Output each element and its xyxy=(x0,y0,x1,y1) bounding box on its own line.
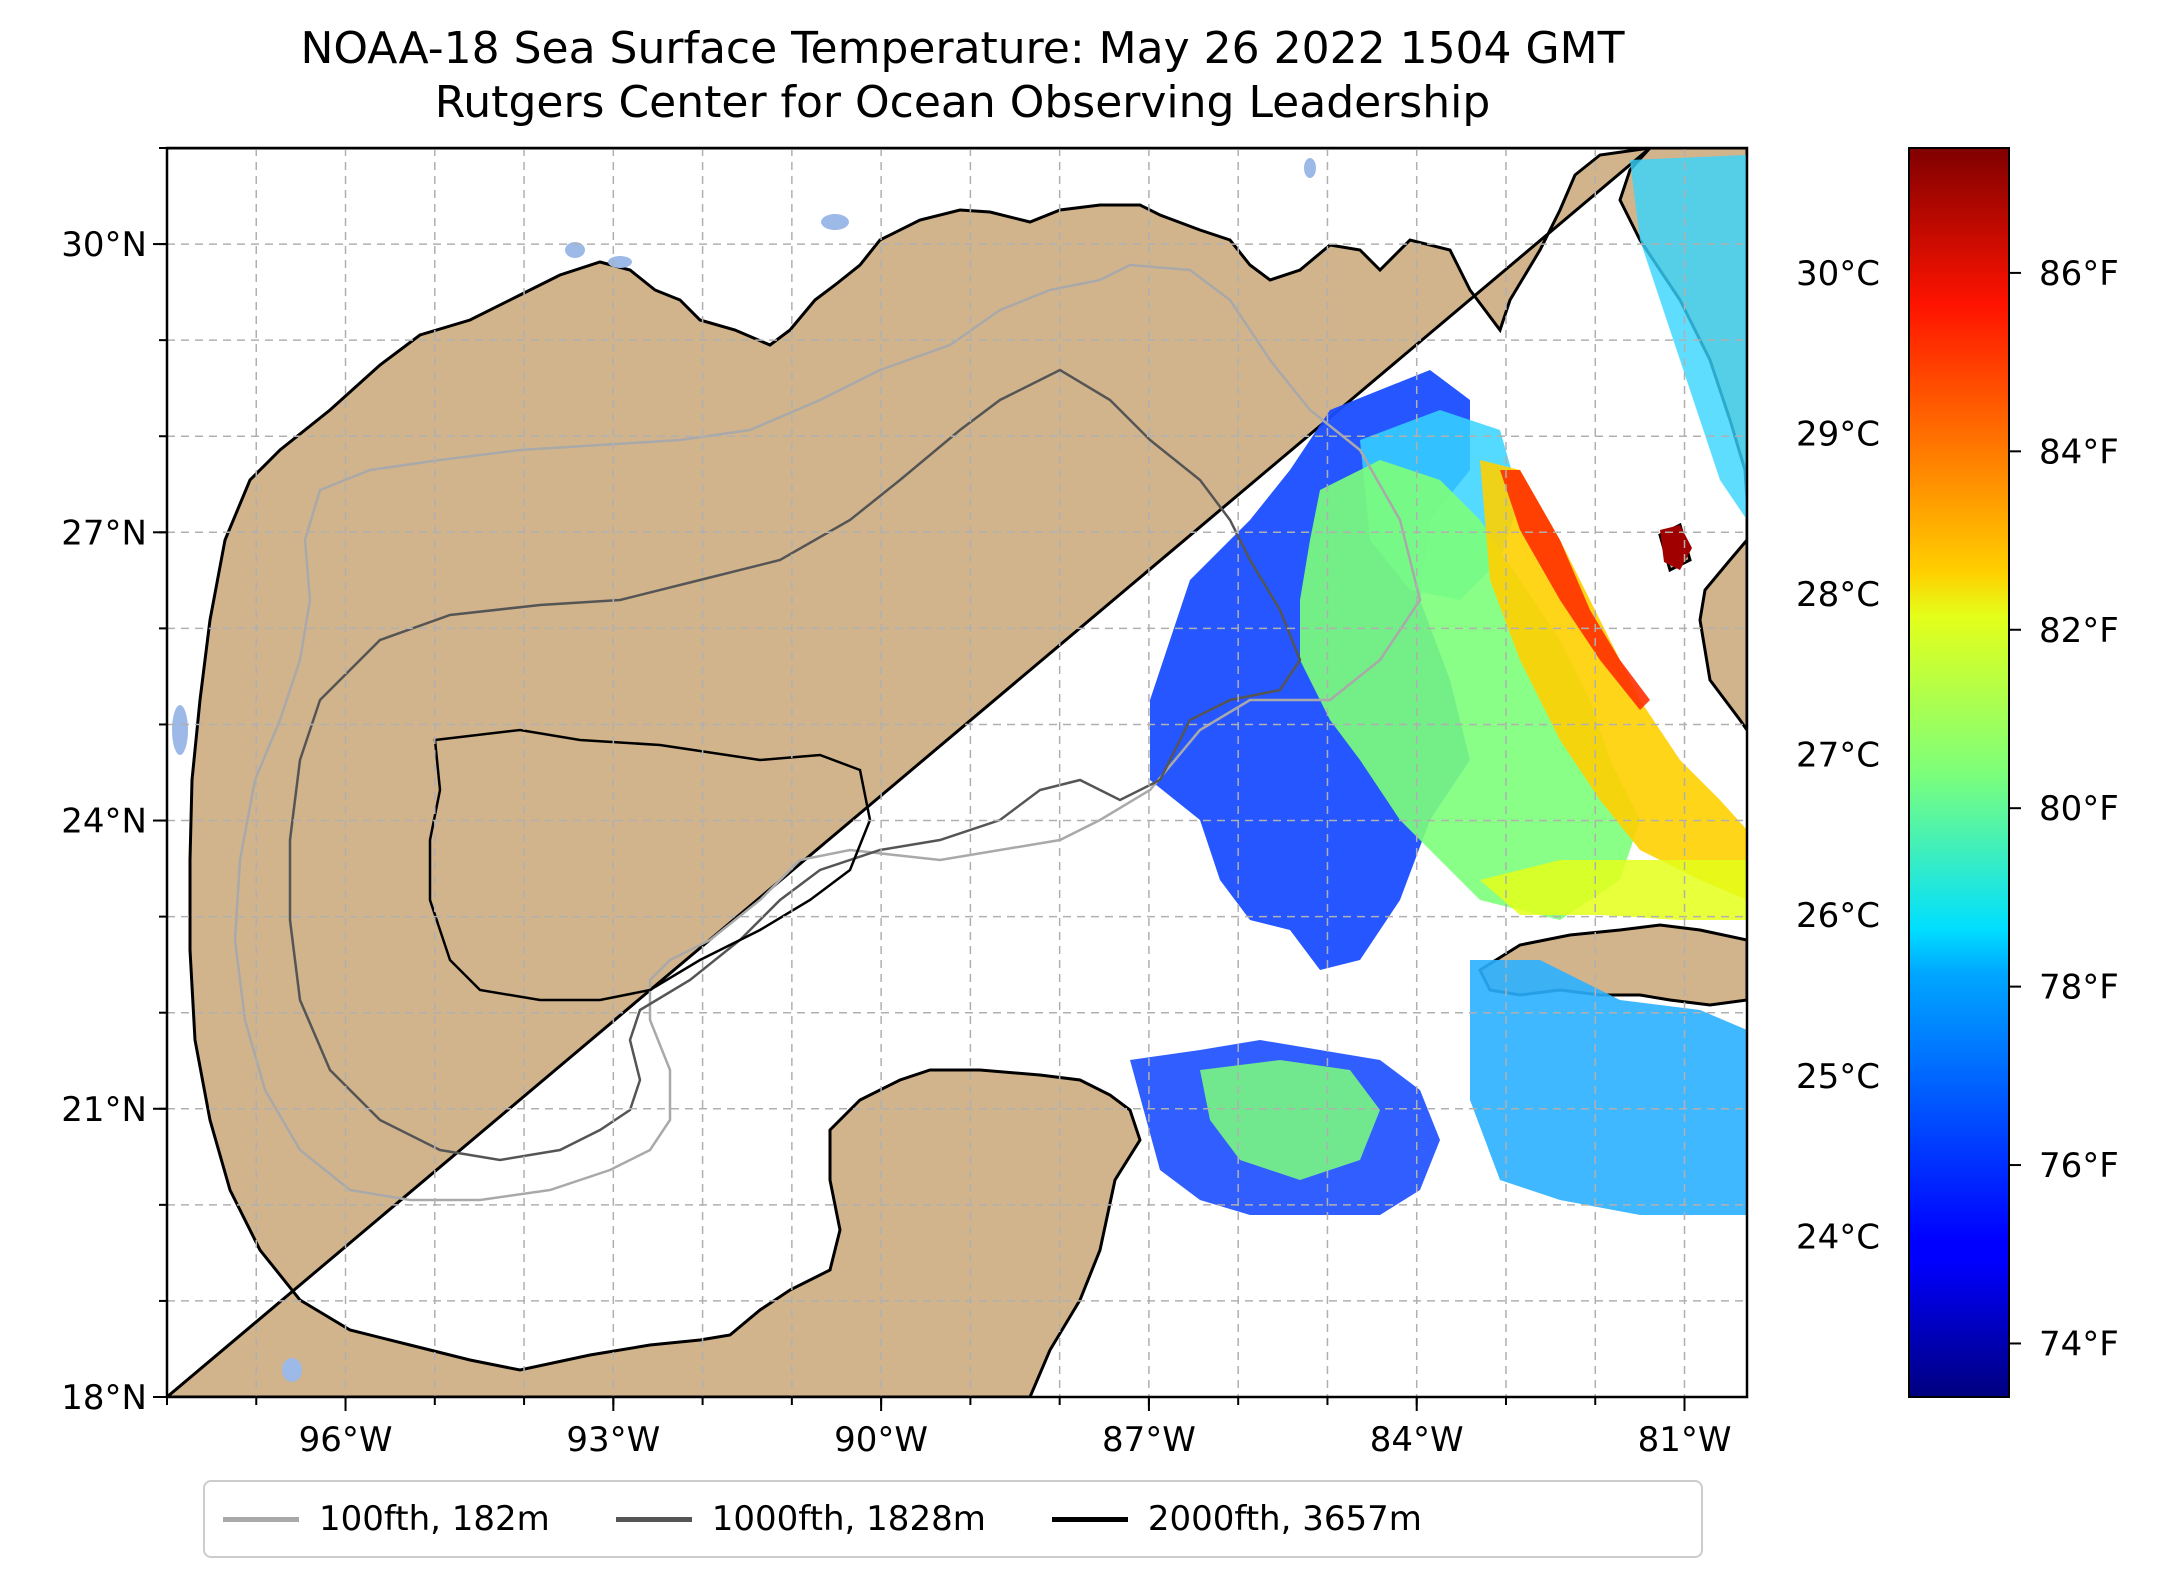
celsius-tick-label: 24°C xyxy=(1796,1217,1880,1257)
lat-tick-label: 21°N xyxy=(61,1090,147,1130)
lon-tick-label: 90°W xyxy=(834,1420,928,1460)
fahrenheit-tick-label: 78°F xyxy=(2039,968,2119,1008)
lake xyxy=(172,705,188,755)
fahrenheit-tick-label: 86°F xyxy=(2039,254,2119,294)
celsius-tick-label: 29°C xyxy=(1796,414,1880,454)
lat-tick-label: 27°N xyxy=(61,513,147,553)
sst-patch-straits xyxy=(1470,960,1747,1215)
colorbar-gradient xyxy=(1908,147,2010,1398)
title-line-2: Rutgers Center for Ocean Observing Leade… xyxy=(434,77,1491,128)
legend-item-2000fth: 2000fth, 3657m xyxy=(1051,1499,1422,1539)
celsius-tick-label: 26°C xyxy=(1796,896,1880,936)
lon-tick-label: 93°W xyxy=(566,1420,660,1460)
lake xyxy=(565,242,585,258)
lake xyxy=(1304,158,1316,178)
fahrenheit-tick-label: 76°F xyxy=(2039,1146,2119,1186)
map-panel xyxy=(167,148,1747,1397)
fahrenheit-tick-label: 74°F xyxy=(2039,1324,2119,1364)
celsius-tick-label: 30°C xyxy=(1796,254,1880,294)
lon-tick-label: 84°W xyxy=(1370,1420,1464,1460)
celsius-tick-label: 27°C xyxy=(1796,736,1880,776)
bathymetry-2000fth xyxy=(428,728,872,1002)
legend-swatch-100fth xyxy=(223,1516,299,1522)
lon-tick-label: 81°W xyxy=(1638,1420,1732,1460)
contour-legend: 100fth, 182m 1000fth, 1828m 2000fth, 365… xyxy=(203,1480,1703,1558)
latitude-labels: 30°N 27°N 24°N 21°N 18°N xyxy=(61,225,147,1418)
legend-label-100fth: 100fth, 182m xyxy=(319,1499,550,1539)
title-line-1: NOAA-18 Sea Surface Temperature: May 26 … xyxy=(300,23,1625,74)
bathymetry-1000fth xyxy=(288,368,1302,1162)
celsius-tick-label: 28°C xyxy=(1796,575,1880,615)
fahrenheit-tick-label: 80°F xyxy=(2039,789,2119,829)
land-north-america xyxy=(167,148,1747,1397)
sst-patch-hot-coast xyxy=(1500,470,1650,710)
lat-tick-label: 30°N xyxy=(61,225,147,265)
fahrenheit-tick-label: 84°F xyxy=(2039,432,2119,472)
bathymetry-100fth xyxy=(233,263,1422,1202)
legend-label-1000fth: 1000fth, 1828m xyxy=(711,1499,986,1539)
lon-tick-label: 96°W xyxy=(299,1420,393,1460)
lat-tick-label: 24°N xyxy=(61,802,147,842)
lake xyxy=(821,214,849,230)
sst-patch-atlantic xyxy=(1630,155,1747,520)
legend-swatch-1000fth xyxy=(615,1516,692,1522)
lake xyxy=(282,1358,302,1382)
axis-ticks xyxy=(153,147,1686,1411)
legend-item-100fth: 100fth, 182m xyxy=(223,1499,550,1539)
lon-tick-label: 87°W xyxy=(1102,1420,1196,1460)
legend-swatch-2000fth xyxy=(1051,1516,1128,1522)
gridlines xyxy=(167,148,1747,1397)
lake xyxy=(608,256,632,268)
map-frame xyxy=(165,146,1749,1399)
sst-patch-green xyxy=(1300,460,1640,920)
map-title: NOAA-18 Sea Surface Temperature: May 26 … xyxy=(0,22,1925,130)
sst-patch-yucatan-green xyxy=(1200,1060,1380,1180)
lat-tick-label: 18°N xyxy=(61,1378,147,1418)
fahrenheit-scale-labels: 74°F 76°F 78°F 80°F 82°F 84°F 86°F xyxy=(2009,254,2119,1364)
fahrenheit-tick-label: 82°F xyxy=(2039,611,2119,651)
colorbar: 74°F 76°F 78°F 80°F 82°F 84°F 86°F xyxy=(1908,147,2119,1398)
sst-patch-keys xyxy=(1480,860,1747,920)
sst-data-layer xyxy=(1130,155,1747,1215)
legend-label-2000fth: 2000fth, 3657m xyxy=(1147,1499,1422,1539)
legend-item-1000fth: 1000fth, 1828m xyxy=(615,1499,986,1539)
longitude-labels: 96°W 93°W 90°W 87°W 84°W 81°W xyxy=(299,1420,1732,1460)
celsius-tick-label: 25°C xyxy=(1796,1057,1880,1097)
celsius-scale-labels: 24°C 25°C 26°C 27°C 28°C 29°C 30°C xyxy=(1796,254,1880,1258)
